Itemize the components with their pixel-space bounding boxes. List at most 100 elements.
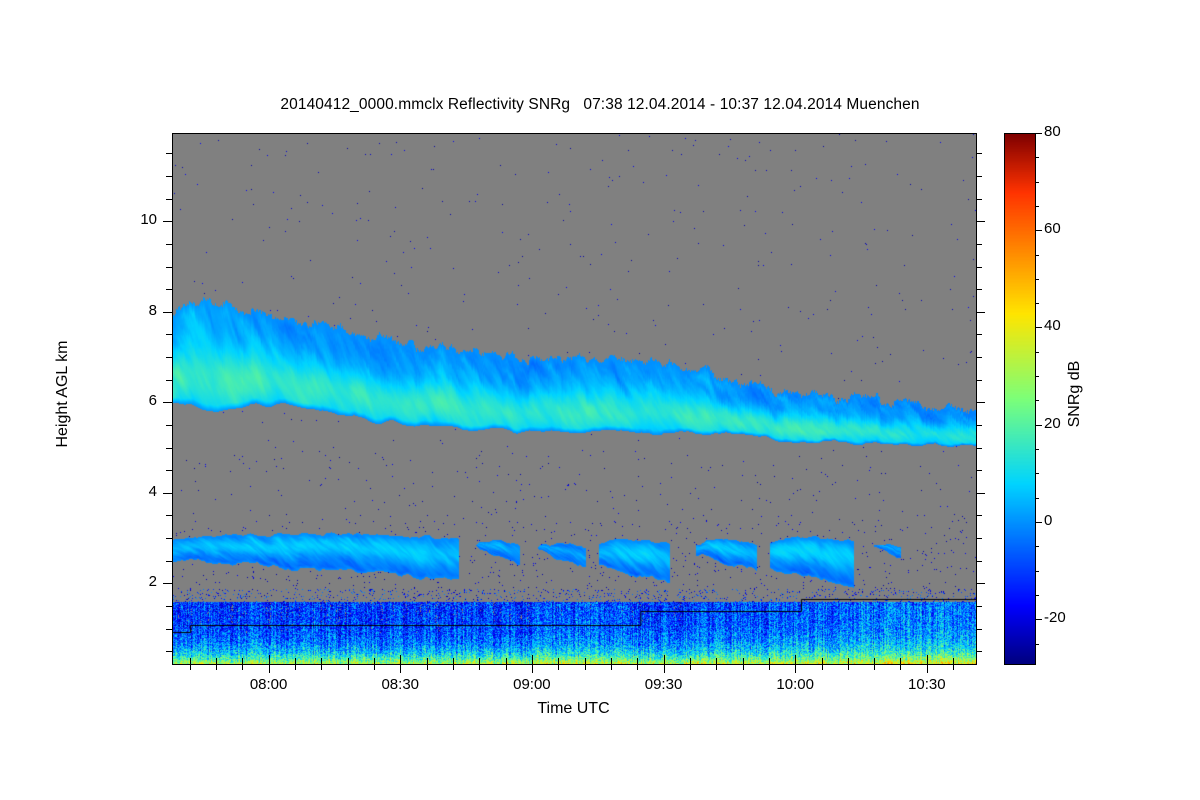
x-minor-tick — [953, 664, 954, 670]
y-major-tick — [163, 402, 172, 403]
y-minor-tick — [166, 267, 172, 268]
x-minor-tick — [822, 664, 823, 670]
x-minor-tick — [822, 658, 823, 664]
x-minor-tick — [242, 658, 243, 664]
x-tick-label: 08:00 — [249, 676, 288, 693]
y-major-tick — [976, 312, 985, 313]
y-minor-tick — [166, 606, 172, 607]
x-minor-tick — [374, 664, 375, 670]
y-minor-tick — [166, 470, 172, 471]
x-minor-tick — [743, 664, 744, 670]
figure-title: 20140412_0000.mmclx Reflectivity SNRg 07… — [280, 96, 920, 113]
colorbar-tick-label: -20 — [1044, 609, 1066, 627]
x-minor-tick — [690, 658, 691, 664]
colorbar-tick-label: 0 — [1044, 511, 1053, 529]
x-tick-label: 10:30 — [908, 676, 946, 693]
y-minor-tick — [166, 176, 172, 177]
x-major-tick — [400, 655, 401, 664]
x-minor-tick — [743, 658, 744, 664]
colorbar[interactable] — [1004, 133, 1036, 665]
y-tick-label: 8 — [148, 301, 157, 319]
colorbar-minor-tick — [1035, 376, 1039, 377]
x-minor-tick — [506, 664, 507, 670]
x-minor-tick — [716, 658, 717, 664]
x-minor-tick — [216, 658, 217, 664]
reflectivity-heatmap[interactable] — [172, 133, 977, 665]
x-minor-tick — [558, 658, 559, 664]
y-minor-tick — [976, 448, 982, 449]
x-minor-tick — [374, 658, 375, 664]
x-tick-label: 08:30 — [381, 676, 420, 693]
x-minor-tick — [453, 664, 454, 670]
y-minor-tick — [976, 267, 982, 268]
y-tick-label: 6 — [148, 392, 157, 410]
x-minor-tick — [900, 658, 901, 664]
y-minor-tick — [976, 334, 982, 335]
x-minor-tick — [769, 658, 770, 664]
y-tick-label: 10 — [140, 211, 157, 229]
x-minor-tick — [479, 664, 480, 670]
colorbar-canvas — [1005, 134, 1035, 664]
x-minor-tick — [637, 658, 638, 664]
y-major-tick — [163, 493, 172, 494]
x-major-tick — [400, 664, 401, 673]
x-minor-tick — [348, 664, 349, 670]
y-minor-tick — [166, 561, 172, 562]
y-major-tick — [163, 583, 172, 584]
y-major-tick — [976, 402, 985, 403]
y-minor-tick — [166, 651, 172, 652]
y-minor-tick — [976, 606, 982, 607]
y-minor-tick — [166, 334, 172, 335]
x-tick-label: 09:00 — [513, 676, 551, 693]
y-minor-tick — [166, 629, 172, 630]
x-minor-tick — [611, 658, 612, 664]
y-minor-tick — [976, 153, 982, 154]
y-minor-tick — [976, 629, 982, 630]
x-minor-tick — [874, 664, 875, 670]
colorbar-major-tick — [1035, 133, 1042, 134]
x-minor-tick — [953, 658, 954, 664]
y-minor-tick — [166, 448, 172, 449]
x-minor-tick — [585, 664, 586, 670]
x-minor-tick — [453, 658, 454, 664]
x-major-tick — [927, 664, 928, 673]
x-minor-tick — [900, 664, 901, 670]
y-minor-tick — [976, 470, 982, 471]
y-minor-tick — [976, 380, 982, 381]
colorbar-minor-tick — [1035, 255, 1039, 256]
colorbar-major-tick — [1035, 619, 1042, 620]
colorbar-minor-tick — [1035, 473, 1039, 474]
x-major-tick — [532, 664, 533, 673]
y-minor-tick — [166, 538, 172, 539]
x-minor-tick — [611, 664, 612, 670]
heatmap-canvas[interactable] — [173, 134, 976, 664]
y-major-tick — [163, 312, 172, 313]
x-axis-title: Time UTC — [537, 700, 610, 717]
y-major-tick — [976, 221, 985, 222]
y-axis-title: Height AGL km — [54, 340, 71, 448]
y-minor-tick — [976, 199, 982, 200]
y-tick-label: 2 — [148, 573, 157, 591]
y-minor-tick — [976, 538, 982, 539]
colorbar-major-tick — [1035, 327, 1042, 328]
y-minor-tick — [166, 357, 172, 358]
y-minor-tick — [976, 357, 982, 358]
colorbar-minor-tick — [1035, 449, 1039, 450]
x-minor-tick — [506, 658, 507, 664]
x-major-tick — [795, 655, 796, 664]
x-minor-tick — [769, 664, 770, 670]
colorbar-minor-tick — [1035, 498, 1039, 499]
colorbar-major-tick — [1035, 425, 1042, 426]
y-minor-tick — [166, 425, 172, 426]
x-minor-tick — [190, 664, 191, 670]
x-minor-tick — [479, 658, 480, 664]
colorbar-minor-tick — [1035, 644, 1039, 645]
x-minor-tick — [242, 664, 243, 670]
colorbar-major-tick — [1035, 522, 1042, 523]
x-tick-label: 10:00 — [776, 676, 814, 693]
colorbar-minor-tick — [1035, 206, 1039, 207]
colorbar-minor-tick — [1035, 157, 1039, 158]
colorbar-minor-tick — [1035, 595, 1039, 596]
y-minor-tick — [976, 425, 982, 426]
